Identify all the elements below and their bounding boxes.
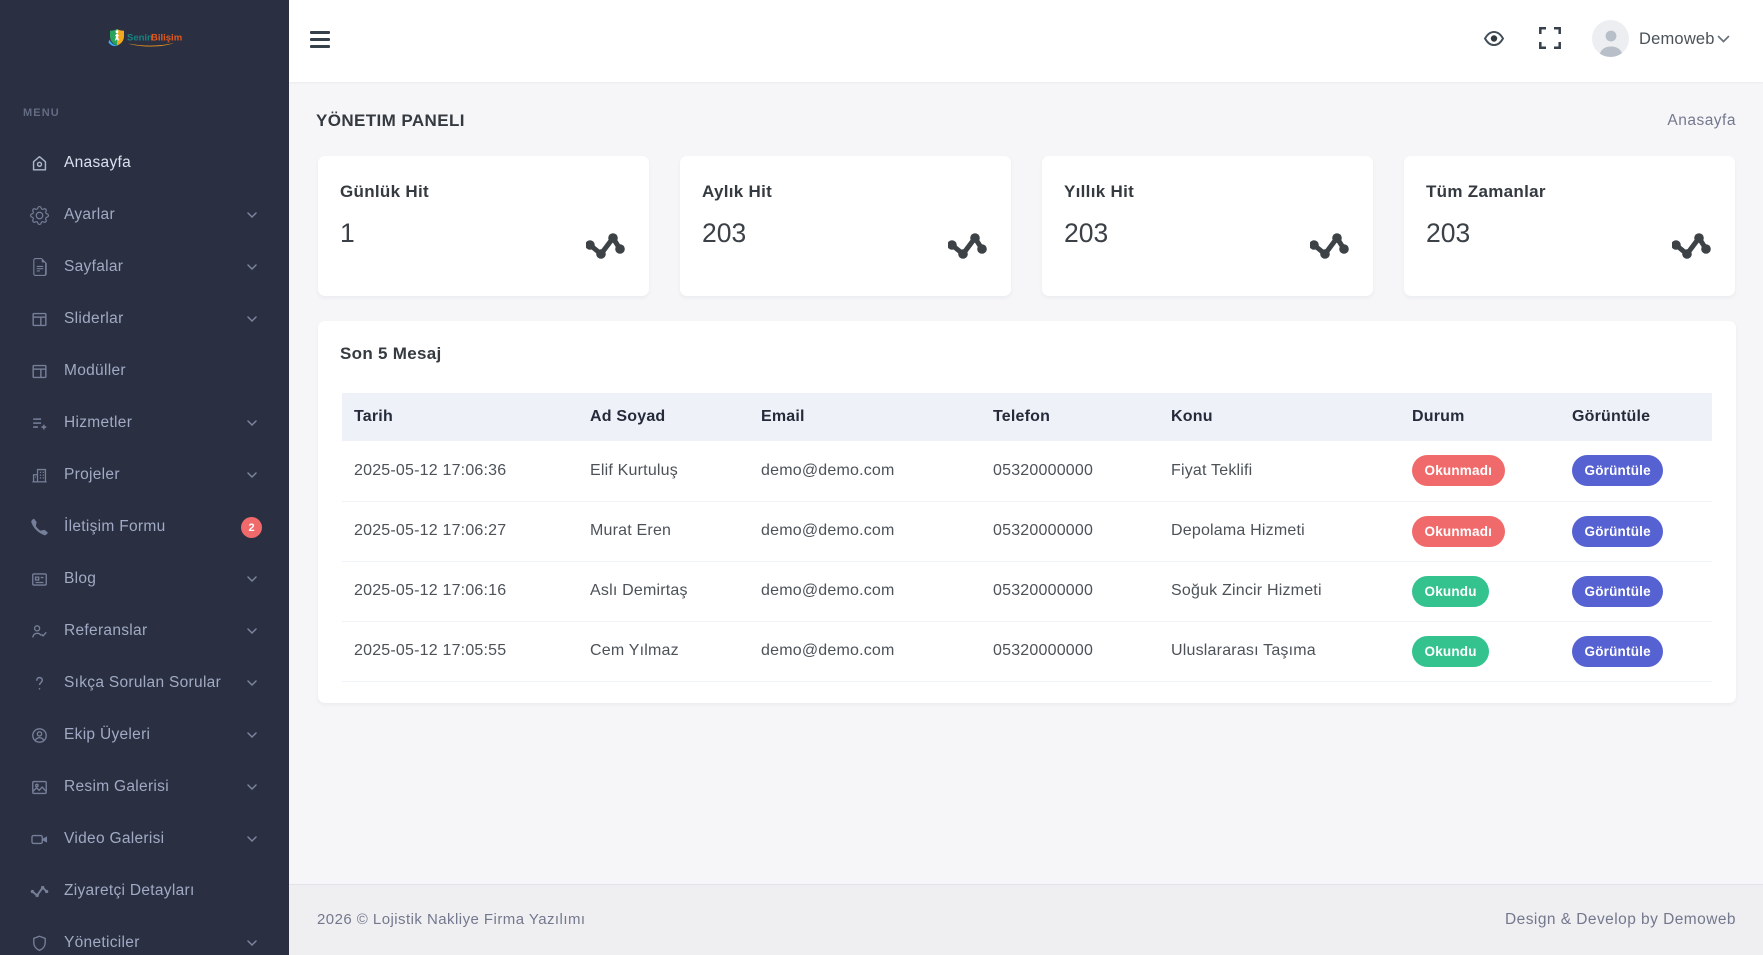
svg-text:Bilişim: Bilişim (151, 33, 182, 44)
svg-text:Senin: Senin (127, 33, 153, 44)
